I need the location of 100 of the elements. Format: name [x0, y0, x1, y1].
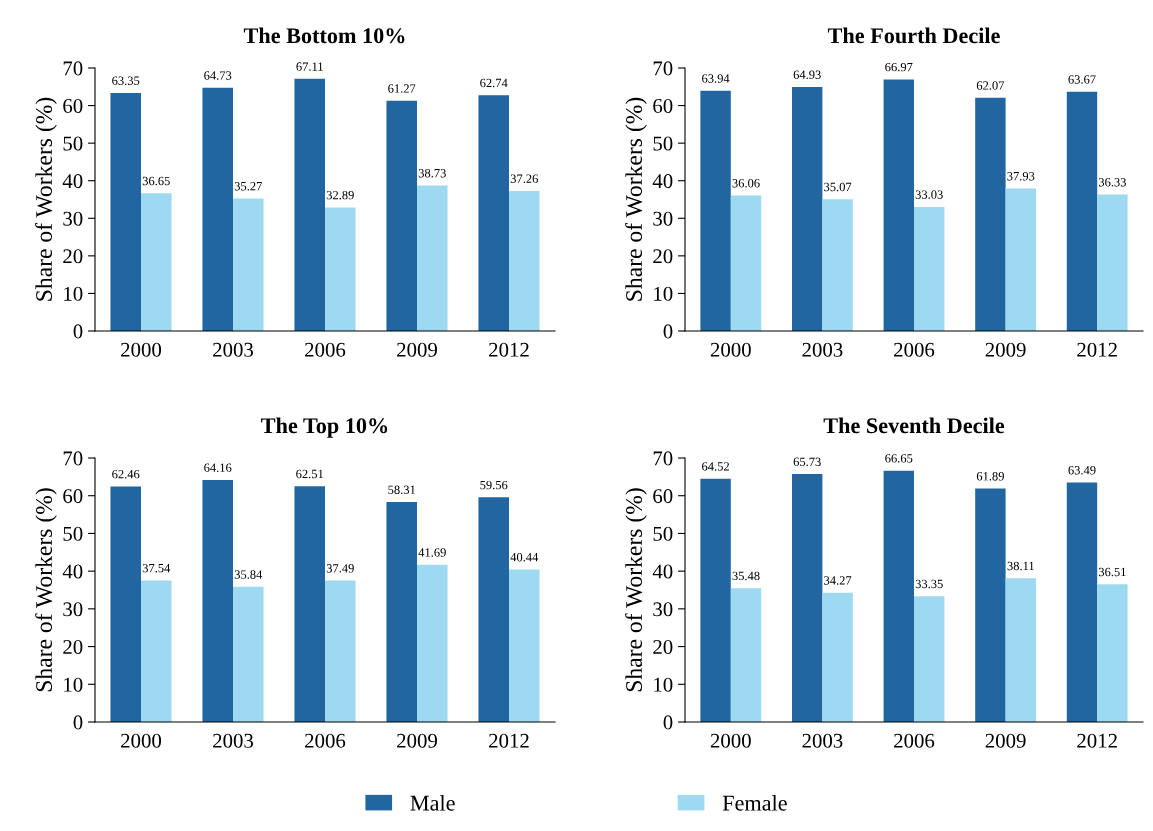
bar — [1097, 584, 1128, 722]
bar — [1005, 188, 1037, 331]
data-label: 62.07 — [976, 81, 1005, 90]
data-label: 37.93 — [1007, 172, 1035, 181]
bar — [233, 586, 264, 722]
data-label: 61.89 — [976, 472, 1004, 481]
data-label: 41.69 — [418, 548, 446, 557]
bar — [294, 486, 325, 722]
data-label: 33.03 — [915, 190, 943, 199]
data-label: 35.48 — [732, 571, 760, 581]
bar — [141, 193, 172, 331]
y-tick-label: 30 — [653, 211, 673, 226]
data-label: 58.31 — [388, 485, 416, 495]
bar — [509, 569, 540, 722]
y-tick-label: 70 — [63, 61, 83, 76]
bar — [233, 198, 264, 331]
bar — [822, 592, 853, 722]
x-tick-label: 2006 — [894, 342, 935, 357]
data-label: 33.35 — [915, 579, 943, 589]
y-tick-label: 30 — [653, 602, 673, 617]
bar — [1066, 91, 1098, 331]
x-tick-label: 2003 — [213, 342, 254, 357]
data-label: 63.94 — [702, 74, 730, 83]
y-tick-label: 20 — [653, 639, 673, 654]
data-label: 38.11 — [1007, 561, 1034, 571]
bar — [386, 502, 417, 722]
x-tick-label: 2006 — [305, 342, 346, 357]
bar — [700, 90, 731, 331]
bar — [700, 478, 731, 722]
data-label: 36.33 — [1098, 178, 1126, 187]
y-tick-label: 30 — [63, 211, 83, 226]
bar — [417, 564, 448, 722]
data-label: 66.65 — [885, 454, 913, 463]
y-tick-label: 40 — [62, 174, 83, 189]
bar — [325, 580, 356, 722]
x-tick-label: 2012 — [1077, 342, 1117, 357]
data-label: 62.74 — [480, 78, 508, 88]
x-tick-label: 2000 — [710, 342, 751, 357]
y-tick-label: 60 — [63, 98, 83, 113]
data-label: 64.93 — [793, 70, 821, 80]
y-tick-label: 60 — [653, 489, 673, 504]
y-tick-label: 0 — [663, 715, 673, 730]
bar — [1005, 578, 1037, 722]
bar — [294, 78, 325, 331]
y-tick-label: 40 — [62, 564, 83, 579]
y-tick-label: 30 — [63, 602, 83, 617]
data-label: 36.06 — [732, 178, 760, 188]
y-tick-label: 20 — [63, 639, 83, 654]
data-label: 35.27 — [234, 181, 262, 191]
y-tick-label: 40 — [652, 564, 673, 579]
x-tick-label: 2003 — [213, 733, 254, 748]
legend-label: Male — [410, 795, 455, 811]
bar — [110, 486, 141, 722]
x-tick-label: 2003 — [802, 342, 843, 357]
y-tick-label: 70 — [63, 451, 83, 466]
data-label: 37.54 — [142, 563, 171, 573]
bar — [791, 474, 823, 722]
y-tick-label: 10 — [654, 286, 673, 301]
x-tick-label: 2000 — [710, 733, 751, 748]
bar — [325, 207, 356, 331]
y-tick-label: 50 — [63, 526, 83, 541]
bar — [975, 97, 1006, 331]
bar — [791, 87, 823, 331]
y-tick-label: 50 — [653, 136, 673, 151]
bar — [914, 206, 945, 331]
legend-label: Female — [722, 795, 787, 811]
x-tick-label: 2000 — [121, 733, 162, 748]
x-tick-label: 2000 — [121, 342, 162, 357]
data-label: 64.73 — [204, 71, 232, 80]
data-label: 62.51 — [296, 469, 324, 479]
chart-title: The Fourth Decile — [827, 27, 1000, 44]
y-tick-label: 10 — [64, 286, 83, 301]
data-label: 61.27 — [388, 84, 416, 93]
x-tick-label: 2009 — [397, 342, 437, 357]
y-tick-label: 20 — [653, 249, 673, 264]
y-tick-label: 10 — [64, 677, 83, 692]
data-label: 59.56 — [480, 480, 508, 490]
data-label: 32.89 — [326, 190, 354, 200]
bar — [914, 596, 945, 722]
bar — [202, 480, 233, 722]
y-axis-title: Share of Workers (%) — [625, 488, 647, 692]
data-label: 35.07 — [824, 182, 852, 192]
data-label: 63.49 — [1068, 466, 1096, 475]
data-label: 67.11 — [296, 62, 323, 71]
y-tick-label: 10 — [654, 677, 673, 692]
x-tick-label: 2003 — [802, 733, 843, 748]
data-label: 37.26 — [510, 174, 538, 183]
data-label: 40.44 — [510, 552, 539, 562]
bar — [386, 100, 417, 331]
bar — [478, 95, 509, 331]
x-tick-label: 2012 — [489, 342, 529, 357]
data-label: 64.16 — [204, 463, 232, 472]
y-tick-label: 0 — [663, 324, 673, 339]
bar — [417, 185, 448, 331]
data-label: 65.73 — [793, 457, 821, 467]
bar — [110, 92, 141, 331]
y-axis-title: Share of Workers (%) — [35, 488, 57, 692]
bar — [730, 588, 762, 722]
y-axis-title: Share of Workers (%) — [625, 97, 647, 301]
chart-title: The Seventh Decile — [823, 417, 1005, 434]
